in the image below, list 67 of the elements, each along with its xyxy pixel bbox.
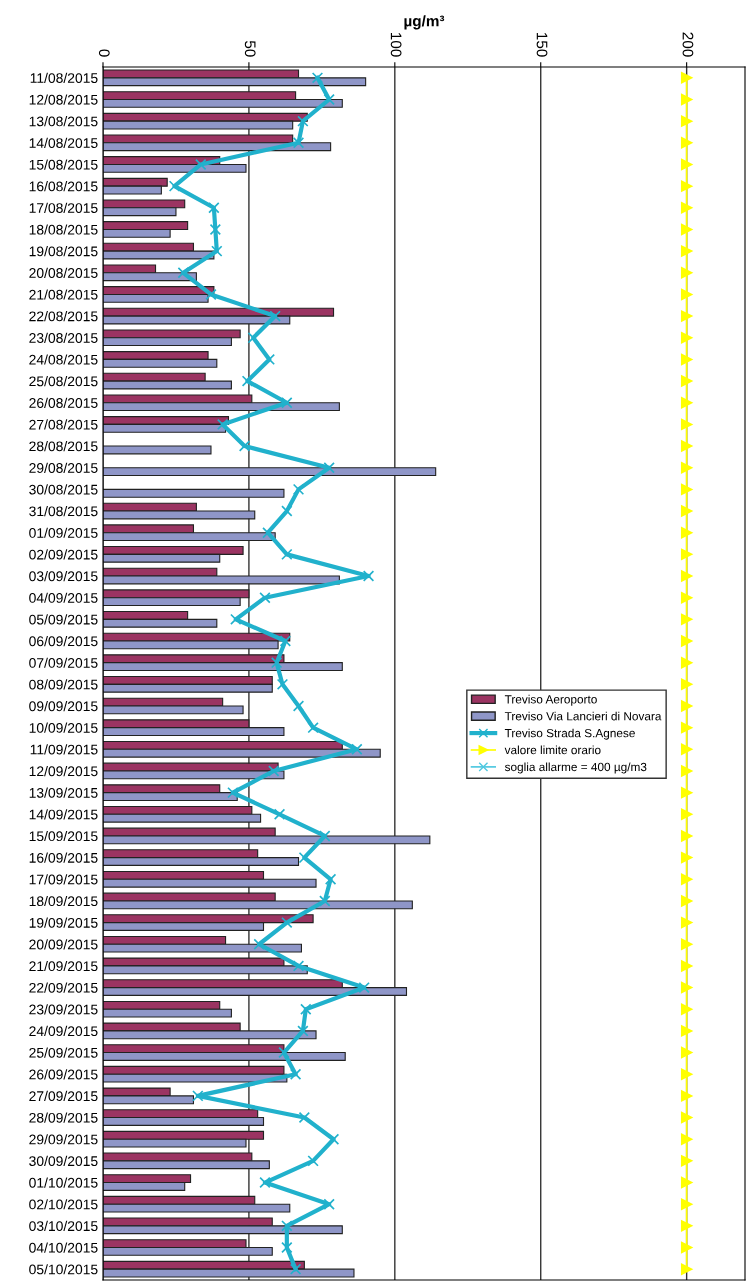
y-tick-label: 10/09/2015 — [29, 722, 98, 733]
y-tick-label: 26/09/2015 — [29, 1069, 98, 1080]
y-tick-label: 26/08/2015 — [29, 397, 98, 408]
y-tick-label: 19/08/2015 — [29, 246, 98, 257]
y-tick-label: 23/09/2015 — [29, 1004, 98, 1015]
x-axis-title: µg/m³ — [404, 15, 445, 30]
legend-label: Treviso Aeroporto — [504, 694, 597, 706]
y-tick-label: 21/09/2015 — [29, 960, 98, 972]
y-tick-label: 20/08/2015 — [29, 267, 98, 278]
y-tick-label: 30/08/2015 — [29, 484, 98, 495]
y-tick-label: 17/09/2015 — [29, 874, 98, 885]
y-tick-label: 03/10/2015 — [29, 1220, 98, 1232]
y-tick-label: 19/09/2015 — [29, 917, 98, 928]
y-tick-label: 18/08/2015 — [29, 224, 98, 235]
legend-label: Treviso Via Lancieri di Novara — [504, 711, 662, 721]
y-tick-label: 24/09/2015 — [29, 1025, 98, 1037]
y-tick-label: 16/08/2015 — [29, 181, 98, 192]
y-tick-label: 14/09/2015 — [29, 809, 98, 820]
y-tick-label: 02/09/2015 — [29, 549, 98, 560]
x-tick-label: 0 — [98, 49, 110, 57]
y-tick-label: 24/08/2015 — [29, 354, 98, 365]
y-tick-label: 04/10/2015 — [29, 1242, 98, 1253]
y-tick-label: 22/08/2015 — [29, 311, 98, 322]
y-tick-label: 15/08/2015 — [29, 159, 98, 170]
y-tick-label: 31/08/2015 — [29, 506, 98, 517]
y-tick-label: 04/09/2015 — [29, 592, 98, 603]
legend-label: Treviso Strada S.Agnese — [504, 728, 635, 740]
y-tick-label: 11/08/2015 — [30, 72, 98, 83]
y-tick-label: 16/09/2015 — [29, 852, 98, 863]
y-tick-label: 02/10/2015 — [29, 1199, 98, 1210]
y-tick-label: 30/09/2015 — [29, 1155, 98, 1167]
y-tick-label: 25/09/2015 — [29, 1047, 98, 1058]
legend-label: valore limite orario — [504, 745, 601, 755]
y-tick-label: 05/09/2015 — [29, 614, 98, 625]
x-tick-label: 200 — [682, 32, 694, 57]
y-tick-label: 12/09/2015 — [29, 765, 98, 777]
x-tick-label: 50 — [244, 40, 256, 57]
legend-label: soglia allarme = 400 µg/m3 — [504, 762, 647, 774]
x-tick-label: 100 — [390, 32, 402, 57]
y-tick-label: 23/08/2015 — [29, 332, 98, 343]
y-tick-label: 06/09/2015 — [29, 635, 98, 647]
y-tick-label: 25/08/2015 — [29, 376, 98, 387]
y-tick-label: 01/10/2015 — [29, 1177, 98, 1188]
y-tick-label: 28/08/2015 — [29, 441, 98, 452]
y-tick-label: 18/09/2015 — [29, 895, 98, 907]
y-tick-label: 09/09/2015 — [29, 700, 98, 712]
x-tick-label: 150 — [536, 32, 548, 57]
y-tick-label: 27/08/2015 — [29, 419, 98, 430]
y-tick-label: 13/09/2015 — [29, 787, 98, 798]
y-tick-label: 11/09/2015 — [30, 744, 98, 755]
y-tick-label: 12/08/2015 — [29, 94, 98, 105]
y-tick-label: 13/08/2015 — [29, 116, 98, 127]
y-tick-label: 01/09/2015 — [29, 527, 98, 538]
y-tick-label: 07/09/2015 — [29, 657, 98, 668]
y-tick-label: 15/09/2015 — [29, 830, 98, 842]
y-tick-label: 14/08/2015 — [29, 137, 98, 148]
y-tick-label: 21/08/2015 — [29, 289, 98, 300]
y-tick-label: 08/09/2015 — [29, 679, 98, 690]
y-tick-label: 03/09/2015 — [29, 570, 98, 582]
y-tick-label: 17/08/2015 — [29, 202, 98, 213]
y-tick-label: 28/09/2015 — [29, 1112, 98, 1123]
y-tick-label: 20/09/2015 — [29, 939, 98, 950]
y-tick-label: 22/09/2015 — [29, 982, 98, 993]
y-tick-label: 29/08/2015 — [29, 462, 98, 473]
y-tick-label: 27/09/2015 — [29, 1090, 98, 1102]
y-tick-label: 29/09/2015 — [29, 1134, 98, 1145]
y-tick-label: 05/10/2015 — [29, 1264, 98, 1275]
